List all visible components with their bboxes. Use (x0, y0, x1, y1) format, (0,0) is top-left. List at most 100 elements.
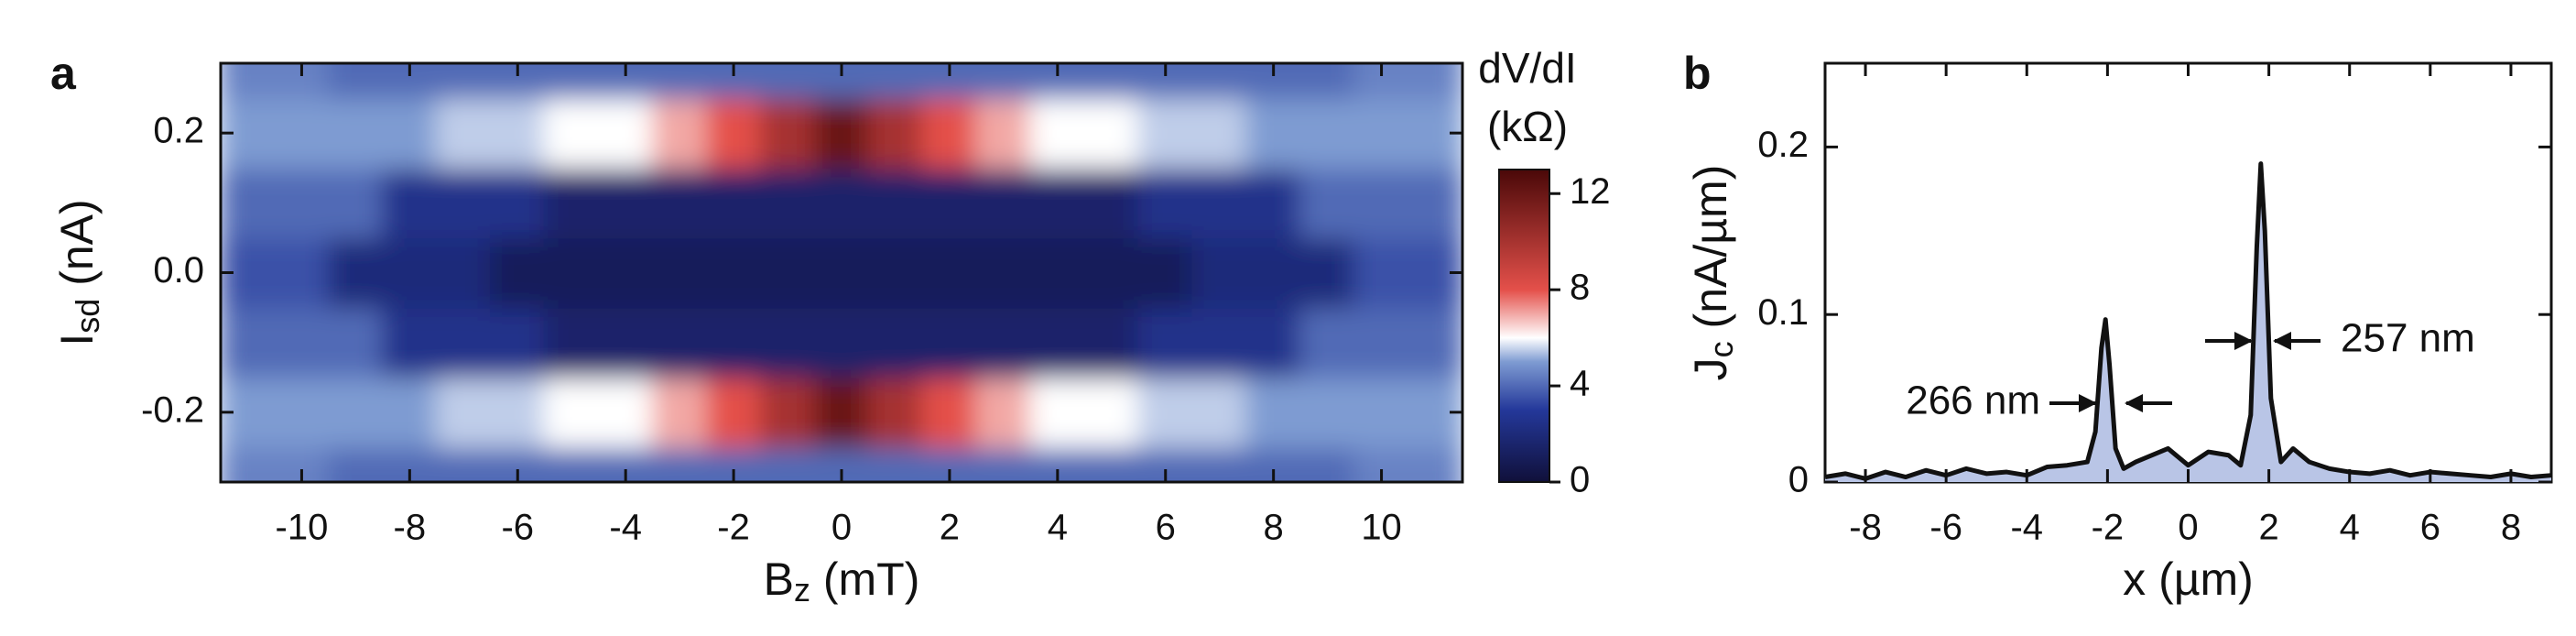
x-tick-label: 2 (940, 508, 960, 548)
axis-label-part: I (51, 334, 103, 346)
annotation: 266 nm (1906, 378, 2040, 423)
heat-cell (1029, 306, 1086, 378)
heat-cell (1083, 306, 1140, 378)
x-tick-label: 8 (2501, 508, 2521, 548)
heat-cell (543, 167, 600, 239)
heat-cell (221, 445, 276, 482)
heat-cell (1245, 236, 1302, 309)
heat-cell (1083, 376, 1140, 448)
heat-cell (543, 97, 600, 170)
axis-label-part: sd (69, 299, 106, 334)
panel-label: b (1683, 48, 1712, 99)
heat-cell (921, 167, 978, 239)
y-tick-label: 0.1 (1757, 292, 1809, 333)
heat-cell (543, 445, 600, 482)
heat-cell (273, 167, 330, 239)
heat-cell (543, 376, 600, 448)
heat-cell (221, 167, 276, 239)
colorbar-tick-label: 12 (1570, 171, 1611, 212)
panel-label: a (50, 48, 77, 99)
axis-label-part: (nA) (51, 199, 103, 298)
x-tick-label: 2 (2258, 508, 2278, 548)
heat-cell (651, 167, 708, 239)
heat-cell (651, 376, 708, 448)
heat-cell (1083, 63, 1140, 100)
heat-cell (1299, 167, 1356, 239)
axis-label: Isd (nA) (51, 199, 105, 345)
x-tick-label: 0 (831, 508, 852, 548)
heat-cell (705, 306, 762, 378)
heat-cell (1137, 306, 1194, 378)
colorbar (1498, 169, 1550, 483)
heat-cell (867, 306, 924, 378)
heat-cell (813, 97, 870, 170)
heat-cell (381, 376, 438, 448)
x-tick-label: 4 (1048, 508, 1068, 548)
x-tick-label: -8 (394, 508, 427, 548)
heat-cell (975, 445, 1032, 482)
colorbar-tick-label: 0 (1570, 460, 1590, 500)
colorbar-tick-label: 4 (1570, 364, 1590, 404)
heat-cell (1137, 376, 1194, 448)
heat-cell (1408, 63, 1462, 100)
heat-cell (705, 376, 762, 448)
heat-cell (1299, 445, 1356, 482)
axis-label-part: J (1685, 357, 1736, 380)
heat-cell (273, 236, 330, 309)
heat-cell (867, 63, 924, 100)
heat-cell (921, 97, 978, 170)
heat-cell (759, 236, 816, 309)
heat-cell (1191, 167, 1248, 239)
heat-cell (975, 63, 1032, 100)
x-tick-label: 6 (1156, 508, 1176, 548)
heat-cell (813, 167, 870, 239)
annotation-arrows (2049, 332, 2321, 412)
heat-cell (221, 63, 276, 100)
colorbar-tick-label: 8 (1570, 268, 1590, 308)
heat-cell (273, 376, 330, 448)
heat-cell (1299, 376, 1356, 448)
heat-cell (867, 445, 924, 482)
heat-cell (1353, 167, 1410, 239)
axis-label-part: B (764, 554, 794, 605)
heat-cell (651, 236, 708, 309)
heat-cell (975, 167, 1032, 239)
heat-cell (1299, 236, 1356, 309)
heat-cell (867, 236, 924, 309)
heat-cell (435, 97, 492, 170)
heat-cell (705, 97, 762, 170)
x-tick-label: -4 (609, 508, 642, 548)
heat-cell (327, 236, 384, 309)
heat-cell (759, 445, 816, 482)
heat-cell (1191, 97, 1248, 170)
heat-cell (813, 236, 870, 309)
heat-cell (1083, 167, 1140, 239)
heat-cell (327, 63, 384, 100)
x-tick-label: 8 (1264, 508, 1284, 548)
heat-cell (1245, 306, 1302, 378)
heat-cell (327, 306, 384, 378)
x-tick-label: -8 (1849, 508, 1882, 548)
y-tick-label: 0.0 (153, 250, 204, 291)
axis-label-part: (nA/µm) (1685, 165, 1736, 342)
y-tick-label: -0.2 (141, 389, 204, 430)
heat-cell (1083, 445, 1140, 482)
heat-cell (1245, 97, 1302, 170)
heat-cell (1137, 167, 1194, 239)
heat-cell (867, 376, 924, 448)
heat-cell (327, 167, 384, 239)
axis-label-part: x (µm) (2123, 554, 2254, 605)
heat-cell (759, 306, 816, 378)
heat-cell (1408, 445, 1462, 482)
y-tick-label: 0 (1788, 460, 1809, 500)
heat-cell (1353, 376, 1410, 448)
axis-label-part: c (1702, 341, 1740, 357)
heat-cell (1083, 236, 1140, 309)
heat-cell (1029, 167, 1086, 239)
colorbar-title: dV/dI (1478, 44, 1576, 92)
heat-cell (1029, 376, 1086, 448)
heatmap (221, 63, 1462, 482)
x-tick-label: 0 (2178, 508, 2198, 548)
heat-cell (975, 97, 1032, 170)
heat-cell (1353, 97, 1410, 170)
